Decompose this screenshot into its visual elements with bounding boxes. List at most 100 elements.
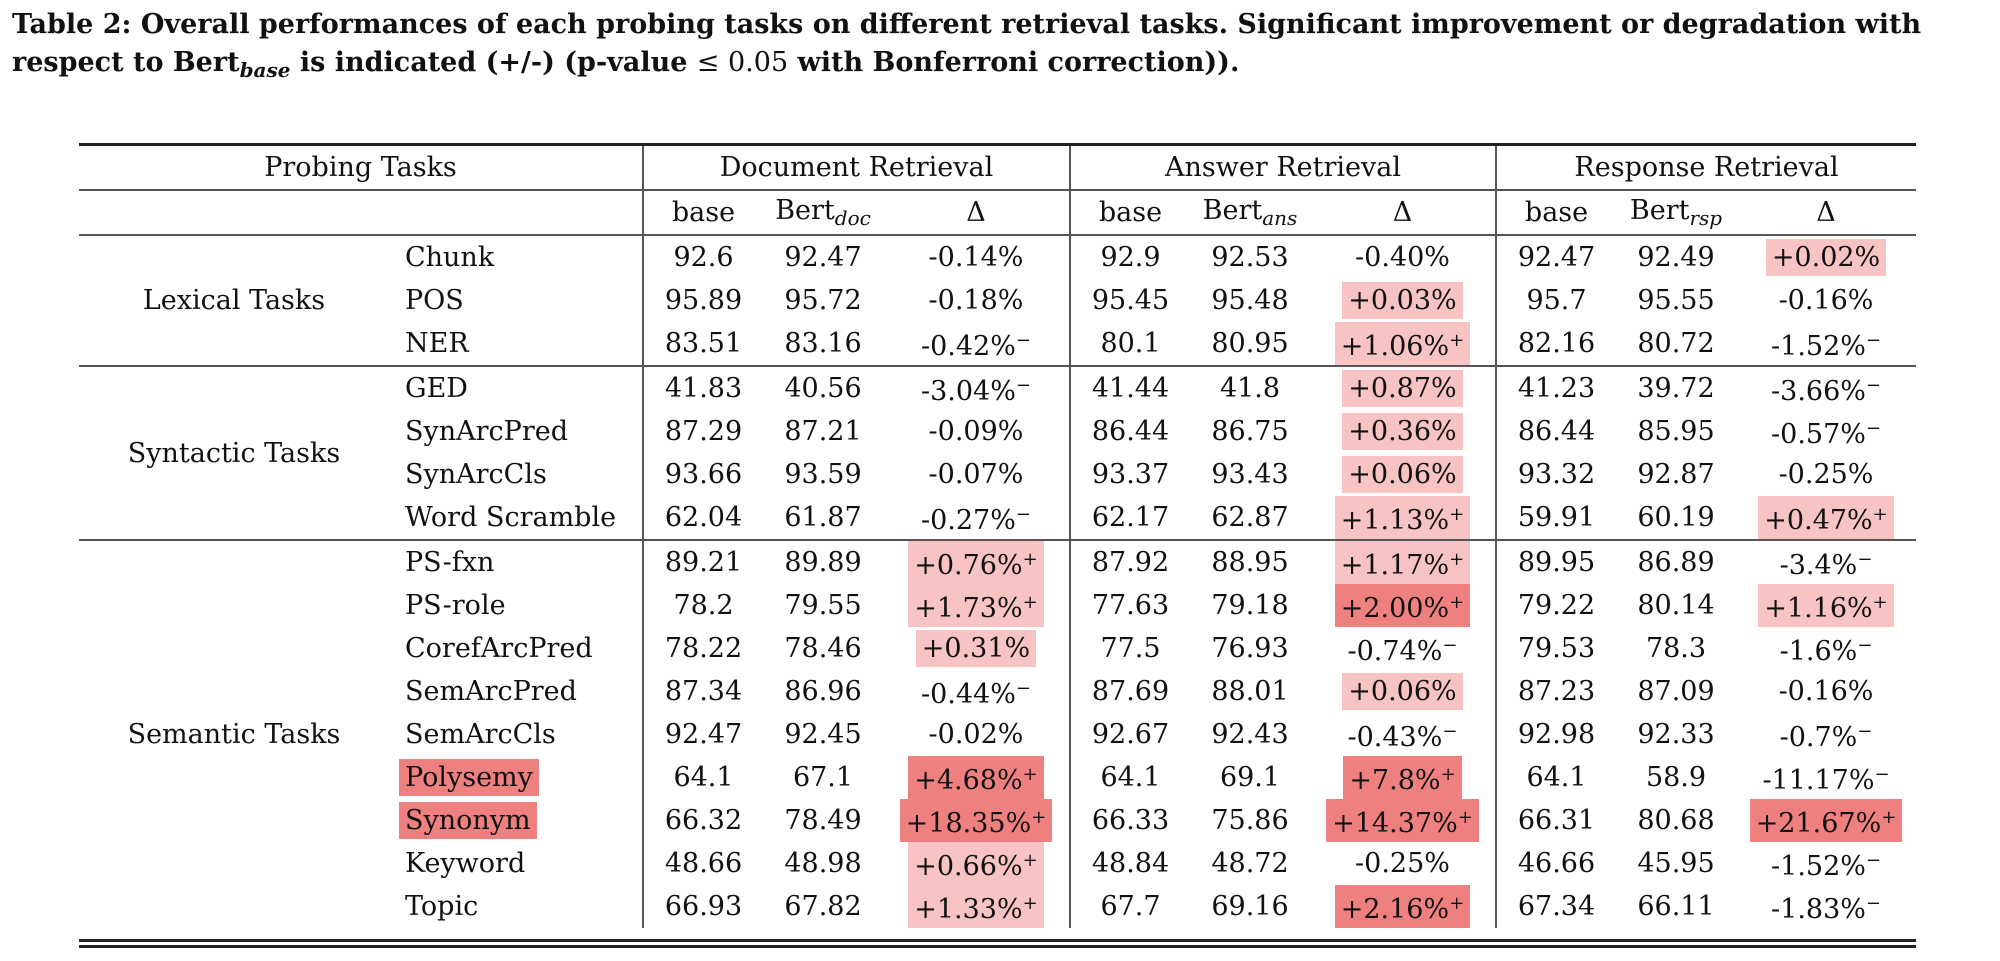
delta-cell: +0.06%: [1310, 670, 1498, 713]
bert-score-cell: 41.8: [1190, 365, 1310, 410]
score-value: 41.23: [1517, 373, 1596, 404]
base-score-cell: 41.83: [643, 365, 763, 410]
bert-score-cell: 92.33: [1616, 713, 1736, 756]
table-row: Synonym 66.32 78.49 +18.35%+ 66.33 75.86 +14.3…: [79, 799, 1916, 842]
delta-value: -0.07%: [928, 459, 1024, 490]
base-score-cell: 95.7: [1496, 279, 1616, 322]
task-name: PS-fxn: [405, 547, 495, 578]
significance-mark: +: [1449, 330, 1465, 351]
delta-value: +14.37%: [1332, 808, 1458, 839]
base-score-cell: 93.32: [1496, 453, 1616, 496]
header-group-document: Document Retrieval: [643, 143, 1071, 190]
base-score-cell: 48.84: [1070, 842, 1190, 885]
task-name-cell: PS-fxn: [389, 539, 644, 584]
table-row: Semantic Tasks PS-fxn 89.21 89.89 +0.76%+ 87.…: [79, 539, 1917, 928]
bert-score-cell: 48.98: [763, 842, 883, 885]
table-row: SemArcPred 87.34 86.96 -0.44%− 87.69 88.01 +0.…: [79, 670, 1916, 713]
delta-value: +1.13%: [1340, 505, 1450, 536]
significance-mark: +: [1022, 893, 1038, 914]
delta-value-box: -0.57%−: [1765, 410, 1887, 453]
task-name-cell: Synonym: [389, 799, 644, 842]
score-value: 66.93: [664, 891, 743, 922]
delta-cell: -1.52%−: [1736, 322, 1916, 366]
delta-value-box: -3.66%−: [1765, 367, 1887, 410]
task-name-cell: POS: [389, 279, 644, 322]
delta-value: -0.14%: [928, 242, 1024, 273]
bert-score-cell: 78.49: [763, 799, 883, 842]
delta-value-box: -0.16%: [1773, 282, 1880, 319]
score-value: 86.75: [1211, 416, 1289, 447]
score-value: 92.47: [1517, 242, 1596, 273]
score-value: 92.49: [1637, 242, 1715, 273]
header-group-response: Response Retrieval: [1496, 143, 1917, 190]
base-score-cell: 67.34: [1496, 885, 1616, 928]
score-value: 92.47: [784, 242, 862, 273]
score-value: 92.33: [1637, 719, 1715, 750]
score-value: 60.19: [1637, 502, 1715, 533]
bert-score-cell: 40.56: [763, 365, 883, 410]
score-value: 80.14: [1637, 590, 1715, 621]
bert-score-cell: 80.68: [1616, 799, 1736, 842]
significance-mark: +: [1449, 592, 1465, 613]
delta-value-box: -0.25%: [1773, 456, 1880, 493]
score-value: 75.86: [1211, 805, 1289, 836]
table-row: Polysemy 64.1 67.1 +4.68%+ 64.1 69.1 +7.8%+ 64.…: [79, 756, 1916, 799]
bert-score-cell: 89.89: [763, 539, 883, 584]
header-ans-base: base: [1070, 189, 1190, 235]
delta-value: -3.66%: [1771, 376, 1866, 407]
task-name: SemArcCls: [405, 719, 556, 750]
caption-pval: 0.05: [719, 47, 789, 78]
score-value: 77.5: [1100, 633, 1161, 664]
bert-score-cell: 45.95: [1616, 842, 1736, 885]
score-value: 92.53: [1211, 242, 1289, 273]
delta-value: +21.67%: [1755, 808, 1882, 839]
task-name: SynArcCls: [405, 459, 547, 490]
score-value: 76.93: [1211, 633, 1289, 664]
delta-cell: +18.35%+: [883, 799, 1071, 842]
score-value: 95.55: [1637, 285, 1715, 316]
task-name: SynArcPred: [405, 416, 569, 447]
significance-mark: −: [1857, 635, 1873, 656]
delta-value: +7.8%: [1349, 765, 1441, 796]
significance-mark: −: [1015, 504, 1031, 525]
task-name-cell: Keyword: [389, 842, 644, 885]
task-name: Chunk: [405, 242, 495, 273]
delta-cell: +1.06%+: [1310, 322, 1498, 366]
base-score-cell: 66.33: [1070, 799, 1190, 842]
score-value: 80.68: [1637, 805, 1715, 836]
bert-score-cell: 67.1: [763, 756, 883, 799]
significance-mark: +: [1031, 807, 1047, 828]
task-name: NER: [405, 328, 469, 359]
base-score-cell: 41.23: [1496, 365, 1617, 410]
delta-value-box: -11.17%−: [1756, 756, 1895, 799]
significance-mark: +: [1881, 807, 1897, 828]
delta-value-box: -1.83%−: [1765, 885, 1887, 928]
delta-value: +1.73%: [914, 593, 1023, 624]
delta-value: -0.44%: [921, 679, 1016, 710]
bottom-rule-1: [79, 939, 1916, 942]
delta-cell: -0.25%: [1736, 453, 1916, 496]
bert-score-cell: 79.18: [1190, 584, 1310, 627]
delta-value-box: +18.35%+: [899, 799, 1053, 842]
header-rsp-delta: Δ: [1736, 189, 1917, 235]
task-name-cell: SynArcCls: [389, 453, 644, 496]
delta-cell: -0.16%: [1736, 279, 1916, 322]
score-value: 66.31: [1517, 805, 1596, 836]
score-value: 88.01: [1211, 676, 1289, 707]
score-value: 66.11: [1637, 891, 1715, 922]
delta-value-box: +0.47%+: [1758, 496, 1894, 539]
score-value: 92.67: [1091, 719, 1170, 750]
delta-value: -0.74%: [1347, 636, 1443, 667]
delta-cell: +7.8%+: [1310, 756, 1498, 799]
delta-cell: -0.44%−: [883, 670, 1071, 713]
header-rsp-bert: Bertrsp: [1616, 189, 1737, 235]
score-value: 78.49: [784, 805, 862, 836]
score-value: 80.95: [1211, 328, 1289, 359]
delta-value: -3.04%: [921, 376, 1016, 407]
score-value: 92.45: [784, 719, 862, 750]
delta-value: +0.76%: [914, 550, 1023, 581]
score-value: 87.23: [1517, 676, 1596, 707]
bert-score-cell: 95.72: [763, 279, 883, 322]
score-value: 45.95: [1637, 848, 1715, 879]
base-score-cell: 46.66: [1496, 842, 1616, 885]
